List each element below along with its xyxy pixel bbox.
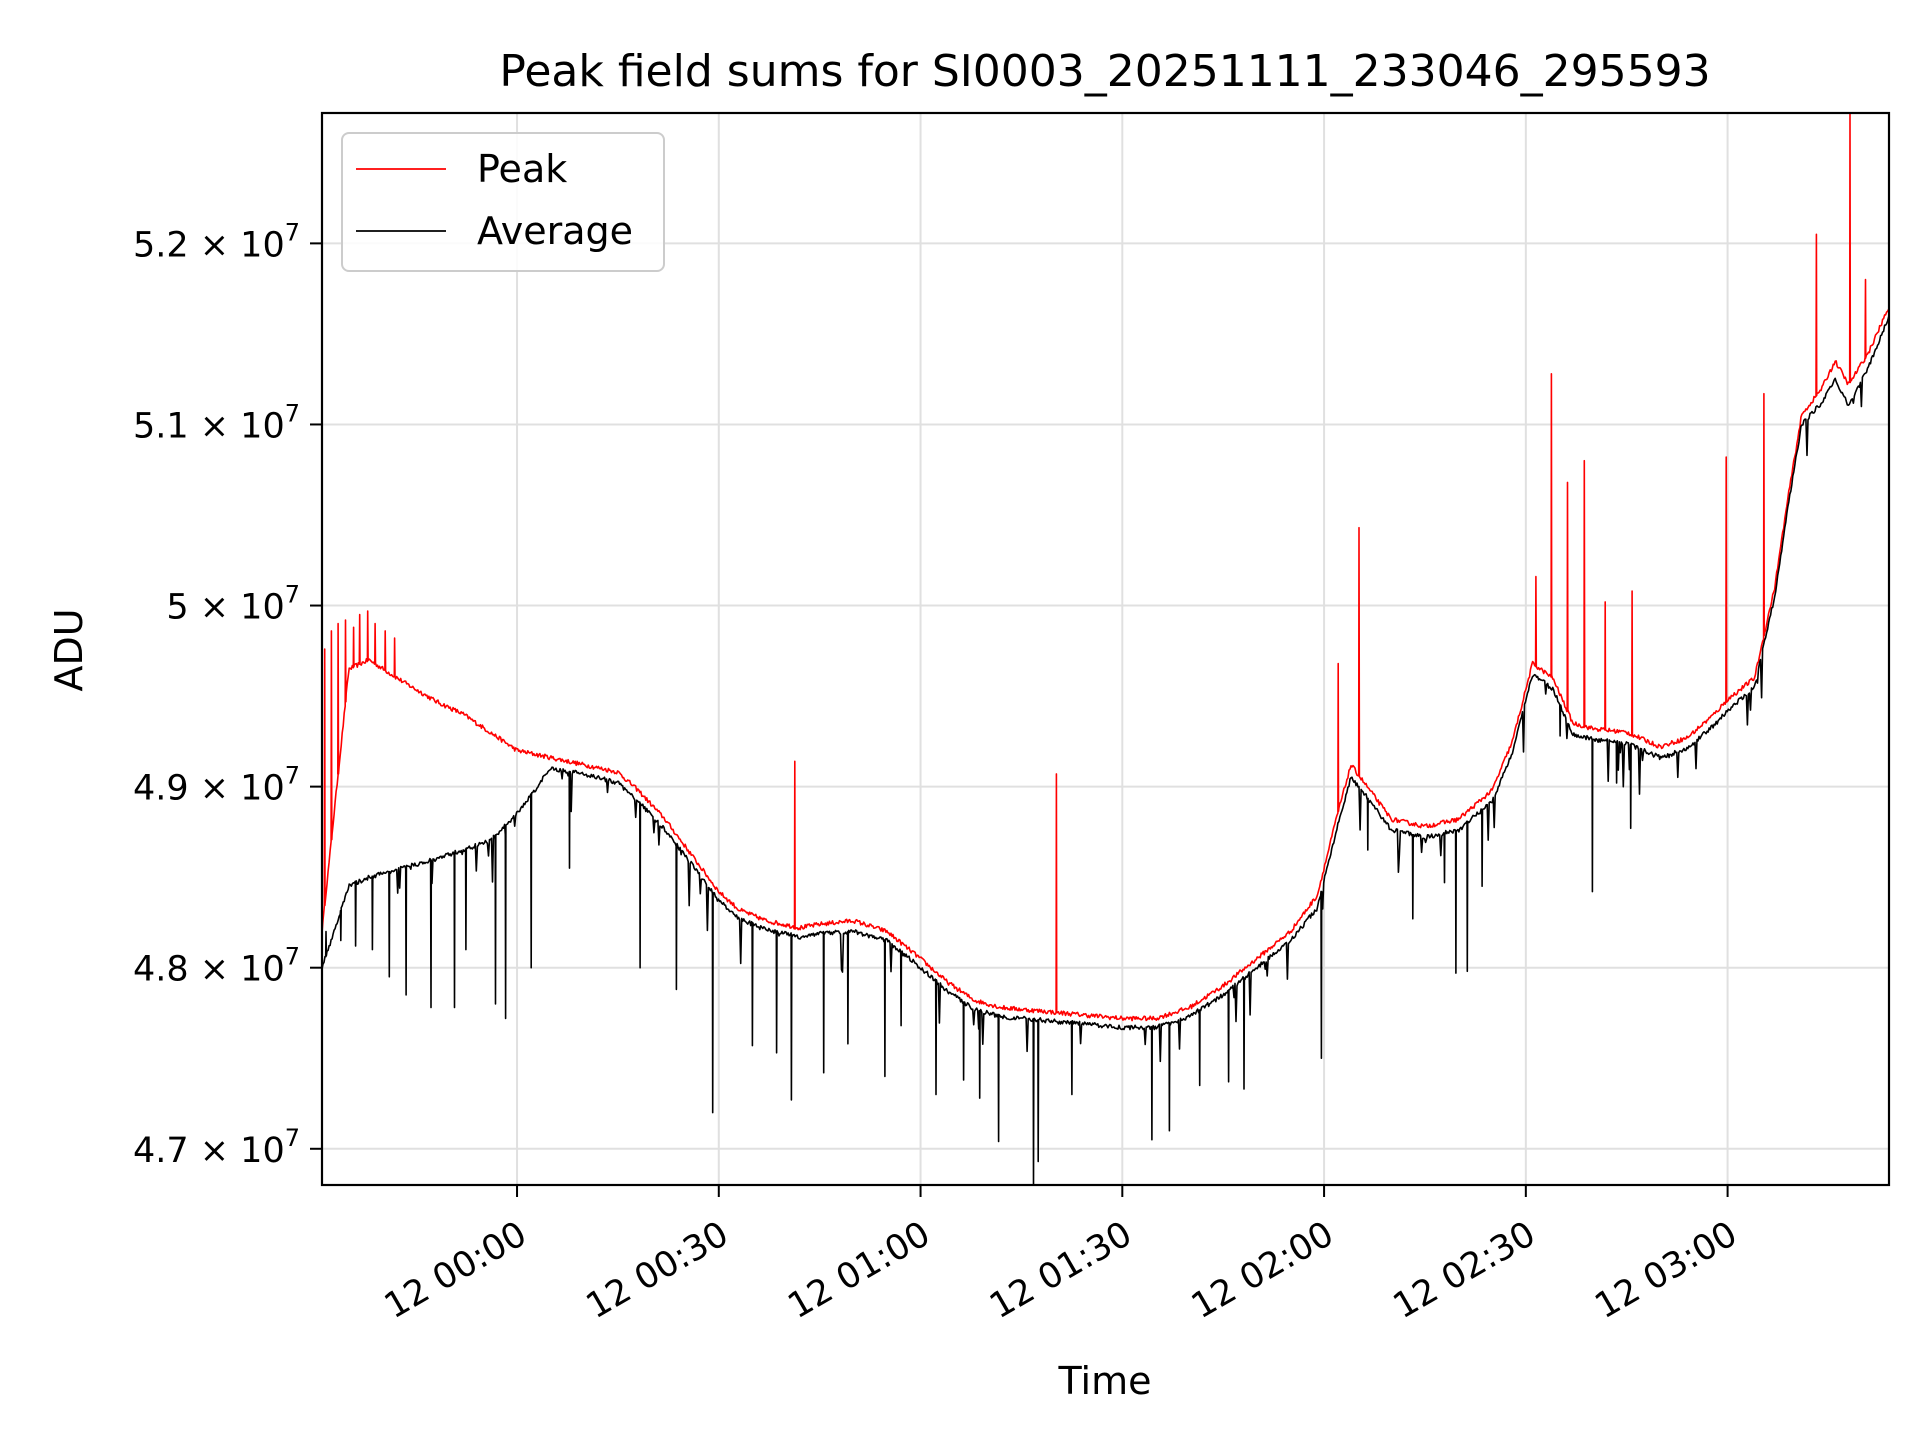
legend-label-average: Average [477,209,633,253]
series-line-average [322,316,1889,1185]
legend: Peak Average [341,132,665,272]
chart-title: Peak field sums for SI0003_20251111_2330… [499,46,1710,97]
y-tick-label: 4.8 × 107 [133,943,300,990]
plot-lines [322,113,1889,1185]
y-tick-label: 4.9 × 107 [133,762,300,809]
plot-frame [320,111,1891,1187]
series-line-peak [322,113,1889,1022]
y-tick-label: 4.7 × 107 [133,1124,300,1171]
y-axis-label: ADU [47,608,91,691]
y-tick-label: 5 × 107 [166,581,300,628]
y-tick-label: 5.1 × 107 [133,399,300,446]
legend-label-peak: Peak [477,147,567,191]
x-axis-label: Time [1058,1359,1152,1403]
y-tick-label: 5.2 × 107 [133,218,300,265]
y-axis: 4.7 × 107 4.8 × 107 4.9 × 107 5 × 107 5.1 × … [133,218,322,1171]
x-gridlines [516,113,1729,1185]
y-gridlines [322,242,1889,1150]
legend-box [341,132,665,272]
